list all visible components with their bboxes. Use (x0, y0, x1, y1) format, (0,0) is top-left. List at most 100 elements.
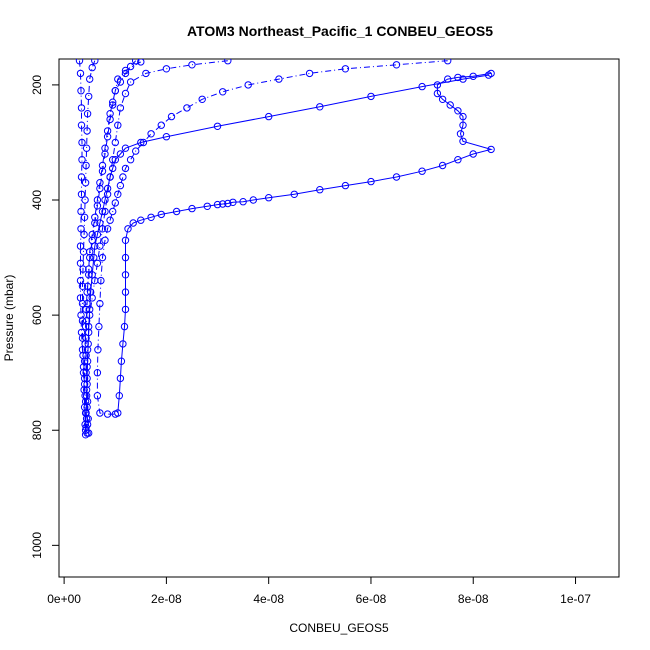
data-point (121, 253, 130, 262)
data-point (119, 340, 127, 348)
data-point (121, 89, 130, 98)
data-point (121, 236, 130, 245)
data-point (126, 156, 135, 164)
data-point (126, 78, 135, 86)
data-point (101, 207, 109, 216)
data-point (90, 253, 98, 262)
data-point (454, 73, 462, 82)
series-4 (114, 69, 495, 417)
data-point (157, 121, 166, 129)
data-point (103, 184, 112, 193)
data-point (137, 59, 145, 66)
x-tick-label: 4e-08 (253, 592, 284, 606)
data-point (93, 392, 102, 400)
data-point (94, 346, 102, 354)
data-point (367, 177, 375, 186)
data-point (98, 207, 107, 216)
data-point (162, 65, 171, 73)
data-point (229, 198, 237, 207)
data-point (157, 210, 166, 219)
data-point (142, 69, 150, 78)
data-point (78, 346, 87, 354)
data-point (91, 219, 99, 227)
data-point (114, 121, 122, 129)
x-tick-label: 6e-08 (356, 592, 387, 606)
data-point (76, 242, 85, 250)
data-point (188, 204, 196, 213)
data-point (82, 386, 91, 394)
data-point (77, 121, 86, 129)
data-point (438, 161, 447, 170)
data-point (101, 144, 109, 152)
data-point (77, 104, 86, 112)
data-point (101, 150, 109, 158)
data-point (82, 351, 90, 360)
data-point (111, 156, 120, 164)
data-point (91, 59, 99, 65)
series-line (84, 61, 142, 428)
data-point (433, 81, 442, 89)
data-point (76, 259, 85, 267)
series-7 (75, 59, 91, 437)
data-point (188, 61, 196, 69)
data-point (392, 173, 401, 181)
x-axis: 0e+00 2e-08 4e-08 6e-08 8e-08 1e-07 (47, 576, 591, 606)
data-point (83, 282, 92, 290)
data-point (224, 199, 232, 208)
series-line (96, 60, 448, 415)
data-point (111, 138, 120, 147)
data-point (341, 65, 350, 73)
data-point (77, 87, 85, 95)
data-point (444, 59, 452, 65)
data-point (82, 161, 90, 170)
series-3 (93, 59, 452, 418)
x-tick-label: 2e-08 (151, 592, 182, 606)
y-tick-label: 1000 (30, 532, 44, 559)
data-point (109, 101, 117, 109)
data-point (244, 81, 252, 89)
data-point (85, 265, 93, 273)
data-point (83, 403, 91, 411)
y-tick-label: 400 (30, 190, 44, 210)
data-point (75, 59, 84, 65)
data-point (124, 225, 132, 233)
data-point (116, 150, 125, 158)
data-point (88, 230, 96, 239)
data-point (162, 133, 171, 141)
data-point (121, 288, 130, 296)
x-tick-label: 1e-07 (560, 592, 591, 606)
data-point (487, 145, 495, 154)
data-point (96, 299, 104, 308)
data-point (116, 78, 125, 86)
data-point (121, 144, 130, 152)
data-point (85, 92, 93, 101)
data-point (147, 213, 155, 222)
data-point (459, 121, 467, 129)
data-point (418, 82, 426, 91)
data-point (91, 242, 99, 250)
data-point (117, 357, 126, 365)
data-point (77, 190, 86, 199)
y-tick-label: 600 (30, 305, 44, 325)
data-point (121, 305, 130, 314)
data-point (86, 75, 94, 83)
y-tick-label: 200 (30, 75, 44, 95)
data-point (101, 236, 109, 245)
y-tick-label: 800 (30, 420, 44, 440)
data-point (83, 420, 92, 429)
data-point (446, 101, 454, 109)
data-point (213, 122, 222, 131)
data-point (116, 374, 125, 383)
y-axis: 200 400 600 800 1000 (30, 75, 60, 559)
data-point (82, 144, 91, 152)
data-point (109, 98, 117, 106)
data-point (119, 173, 127, 181)
data-point (392, 61, 401, 69)
data-point (111, 199, 120, 207)
data-point (78, 138, 86, 147)
series-layer (75, 59, 495, 439)
series-8 (82, 59, 140, 429)
data-point (101, 196, 109, 204)
data-point (95, 322, 103, 331)
